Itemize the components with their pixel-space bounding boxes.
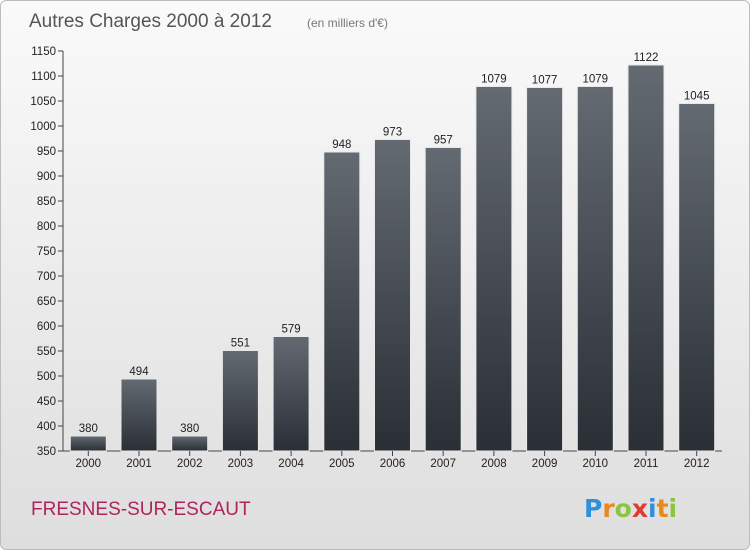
y-tick-label: 1150 — [31, 46, 56, 58]
bar-2003 — [221, 350, 259, 452]
bar-2001 — [120, 378, 158, 452]
chart-title: Autres Charges 2000 à 2012 — [29, 11, 272, 32]
bar-2012 — [678, 103, 716, 452]
logo-letter: P — [584, 494, 602, 523]
value-label-2012: 1045 — [684, 91, 710, 103]
bar-2000 — [69, 435, 107, 452]
bar-2004 — [272, 336, 310, 452]
y-tick-label: 750 — [37, 246, 56, 258]
y-tick-label: 550 — [37, 346, 56, 358]
x-tick-label-2003: 2003 — [228, 458, 254, 470]
y-tick-label: 850 — [37, 196, 56, 208]
logo-letter: x — [632, 494, 648, 523]
value-label-2007: 957 — [434, 135, 453, 147]
x-tick-label-2000: 2000 — [76, 458, 102, 470]
x-tick-label-2009: 2009 — [532, 458, 558, 470]
value-label-2008: 1079 — [481, 74, 507, 86]
logo-letter: r — [602, 494, 615, 523]
value-label-2004: 579 — [282, 324, 301, 336]
y-tick-label: 950 — [37, 146, 56, 158]
value-label-2006: 973 — [383, 127, 402, 139]
bars-group — [69, 64, 716, 452]
x-tick-label-2007: 2007 — [430, 458, 456, 470]
value-label-2005: 948 — [332, 139, 351, 151]
x-tick-label-2006: 2006 — [380, 458, 406, 470]
logo-letter: i — [648, 494, 657, 523]
x-tick-label-2011: 2011 — [634, 458, 659, 470]
bar-2005 — [323, 151, 361, 452]
logo-letter: i — [669, 494, 678, 523]
y-tick-label: 1000 — [30, 121, 56, 133]
y-tick-label: 800 — [37, 221, 56, 233]
value-label-2003: 551 — [231, 338, 250, 350]
value-labels: 380 494 380 551 579 948 973 957 1079 1077 1079 1122… — [79, 52, 710, 435]
place-name: FRESNES-SUR-ESCAUT — [31, 499, 251, 520]
bar-2007 — [424, 147, 462, 452]
y-tick-label: 350 — [37, 446, 56, 458]
bar-2009 — [526, 87, 564, 452]
value-label-2010: 1079 — [583, 74, 609, 86]
proxiti-logo: Proxiti — [584, 494, 677, 523]
y-tick-label: 1100 — [31, 71, 56, 83]
bar-2006 — [374, 139, 411, 452]
bar-2002 — [171, 435, 209, 452]
y-tick-labels: 350 400 450 500 550 600 650 700 750 800 850 900 950 1… — [30, 46, 63, 458]
bar-2008 — [475, 86, 513, 452]
value-label-2009: 1077 — [532, 75, 558, 87]
y-tick-label: 500 — [37, 371, 56, 383]
x-tick-label-2001: 2001 — [126, 458, 152, 470]
bar-2011 — [627, 64, 665, 452]
logo-letter: t — [657, 494, 669, 523]
y-tick-label: 700 — [37, 271, 56, 283]
value-label-2001: 494 — [129, 366, 149, 378]
y-tick-label: 400 — [37, 421, 56, 433]
x-tick-label-2002: 2002 — [177, 458, 203, 470]
x-tick-label-2004: 2004 — [278, 458, 304, 470]
y-tick-label: 450 — [37, 396, 56, 408]
value-label-2000: 380 — [79, 423, 98, 435]
bar-2010 — [576, 86, 614, 452]
x-tick-label-2005: 2005 — [329, 458, 355, 470]
logo-letter: o — [615, 494, 632, 523]
y-tick-label: 900 — [37, 171, 56, 183]
chart-subtitle: (en milliers d'€) — [307, 16, 388, 30]
x-tick-label-2008: 2008 — [481, 458, 507, 470]
x-tick-label-2012: 2012 — [684, 458, 710, 470]
x-tick-label-2010: 2010 — [583, 458, 609, 470]
y-tick-label: 1050 — [30, 96, 56, 108]
x-tick-labels: 2000 2001 2002 2003 2004 2005 2006 2007 2008 2009… — [76, 451, 710, 470]
value-label-2002: 380 — [180, 423, 199, 435]
y-tick-label: 600 — [37, 321, 56, 333]
y-tick-label: 650 — [37, 296, 56, 308]
value-label-2011: 1122 — [634, 52, 659, 64]
